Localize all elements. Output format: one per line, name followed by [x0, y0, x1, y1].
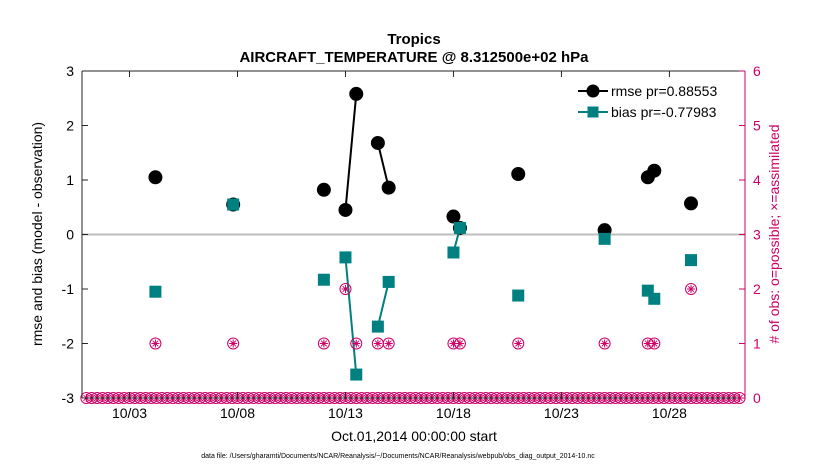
y-axis-label: rmse and bias (model - observation): [29, 122, 45, 346]
bias-point: [227, 198, 240, 211]
obs-circle: [317, 337, 330, 350]
chart-title: Tropics: [387, 31, 440, 48]
x-tick-label: 10/13: [328, 405, 363, 421]
bias-point: [685, 254, 698, 267]
chart-subtitle: AIRCRAFT_TEMPERATURE @ 8.312500e+02 hPa: [239, 49, 589, 66]
obs-count-point: [227, 337, 240, 350]
rmse-segment: [376, 142, 390, 188]
x-tick-label: 10/08: [220, 405, 255, 421]
obs-star: [449, 339, 458, 348]
y-tick-label: -1: [62, 281, 75, 297]
rmse-point: [511, 167, 526, 182]
bias-point: [641, 284, 654, 297]
obs-star: [352, 339, 361, 348]
obs-star: [373, 339, 382, 348]
obs-star: [650, 339, 659, 348]
rmse-point: [381, 180, 396, 195]
obs-circle: [648, 337, 661, 350]
obs-count-point: [350, 337, 363, 350]
obs-circle: [512, 337, 525, 350]
obs-circle: [149, 337, 162, 350]
obs-star: [384, 339, 393, 348]
obs-star: [341, 285, 350, 293]
obs-count-point: [339, 283, 352, 295]
rmse-point: [446, 209, 461, 224]
bias-point: [350, 368, 363, 381]
bias-point: [149, 285, 162, 298]
obs-star: [151, 339, 160, 348]
bias-point: [339, 251, 352, 264]
bias-point: [371, 320, 384, 333]
obs-count-point: [149, 337, 162, 350]
bias-point: [598, 232, 611, 245]
rmse-point: [316, 182, 331, 197]
rmse-point: [338, 202, 353, 217]
obs-star: [229, 339, 238, 348]
obs-count-point: [317, 337, 330, 350]
obs-count-point: [512, 337, 525, 350]
obs-count-point: [598, 337, 611, 350]
obs-circle: [339, 283, 352, 295]
bias-point: [317, 273, 330, 286]
obs-star: [643, 339, 652, 348]
x-tick-label: 10/28: [652, 405, 687, 421]
x-axis-label: Oct.01,2014 00:00:00 start: [331, 428, 497, 444]
y2-tick-label: 0: [753, 390, 761, 406]
bias-point: [447, 246, 460, 259]
rmse-point: [647, 163, 662, 178]
bias-point: [453, 221, 466, 234]
y2-tick-label: 3: [753, 227, 761, 243]
bias-point: [512, 289, 525, 302]
obs-circle: [453, 337, 466, 350]
y2-tick-label: 1: [753, 336, 761, 352]
legend-rmse-marker: [586, 84, 600, 98]
y2-axis-label: # of obs: o=possible; ×=assimilated: [766, 124, 782, 343]
y-tick-label: 2: [66, 118, 74, 134]
legend-rmse-label: rmse pr=0.88553: [611, 83, 717, 99]
x-tick-label: 10/03: [112, 405, 147, 421]
y2-tick-label: 5: [753, 118, 761, 134]
bias-segment: [376, 281, 390, 327]
obs-count-point: [648, 337, 661, 350]
obs-count-point: [685, 283, 698, 295]
bias-segment: [344, 257, 358, 375]
y2-tick-label: 2: [753, 281, 761, 297]
chart-legend: rmse pr=0.88553 bias pr=-0.77983: [578, 83, 717, 120]
y2-tick-label: 4: [753, 172, 761, 188]
obs-circle: [350, 337, 363, 350]
obs-circle: [382, 337, 395, 350]
rmse-segment: [344, 93, 358, 211]
obs-circle: [227, 337, 240, 350]
rmse-point: [684, 196, 699, 211]
y-tick-label: -2: [62, 336, 75, 352]
x-tick-label: 10/23: [544, 405, 579, 421]
rmse-point: [148, 170, 163, 185]
axes-layer: -3 -2 -1 0 1 2 3 0 1 2 3 4 5 6 10/03 10/08 10/13 10/18 10/…: [62, 63, 761, 421]
rmse-point: [370, 135, 385, 150]
obs-circle: [685, 283, 698, 295]
obs-star: [319, 339, 328, 348]
obs-star: [600, 339, 609, 348]
y-tick-label: 3: [66, 63, 74, 79]
bias-point: [648, 292, 661, 305]
y-tick-label: 0: [66, 227, 74, 243]
legend-bias-label: bias pr=-0.77983: [611, 104, 717, 120]
bias-point: [382, 275, 395, 288]
y2-tick-label: 6: [753, 63, 761, 79]
plot-area: [82, 71, 745, 398]
obs-star: [687, 285, 696, 293]
obs-star: [455, 339, 464, 348]
obs-count-point: [382, 337, 395, 350]
legend-bias-marker: [587, 106, 599, 118]
data-file-footnote: data file: /Users/gharamti/Documents/NCA…: [201, 453, 595, 460]
x-tick-label: 10/18: [436, 405, 471, 421]
y-tick-label: -3: [62, 390, 75, 406]
obs-circle: [598, 337, 611, 350]
obs-star: [514, 339, 523, 348]
y-tick-label: 1: [66, 172, 74, 188]
obs-count-point: [453, 337, 466, 350]
rmse-point: [349, 86, 364, 101]
obs-count-point: [371, 337, 384, 350]
